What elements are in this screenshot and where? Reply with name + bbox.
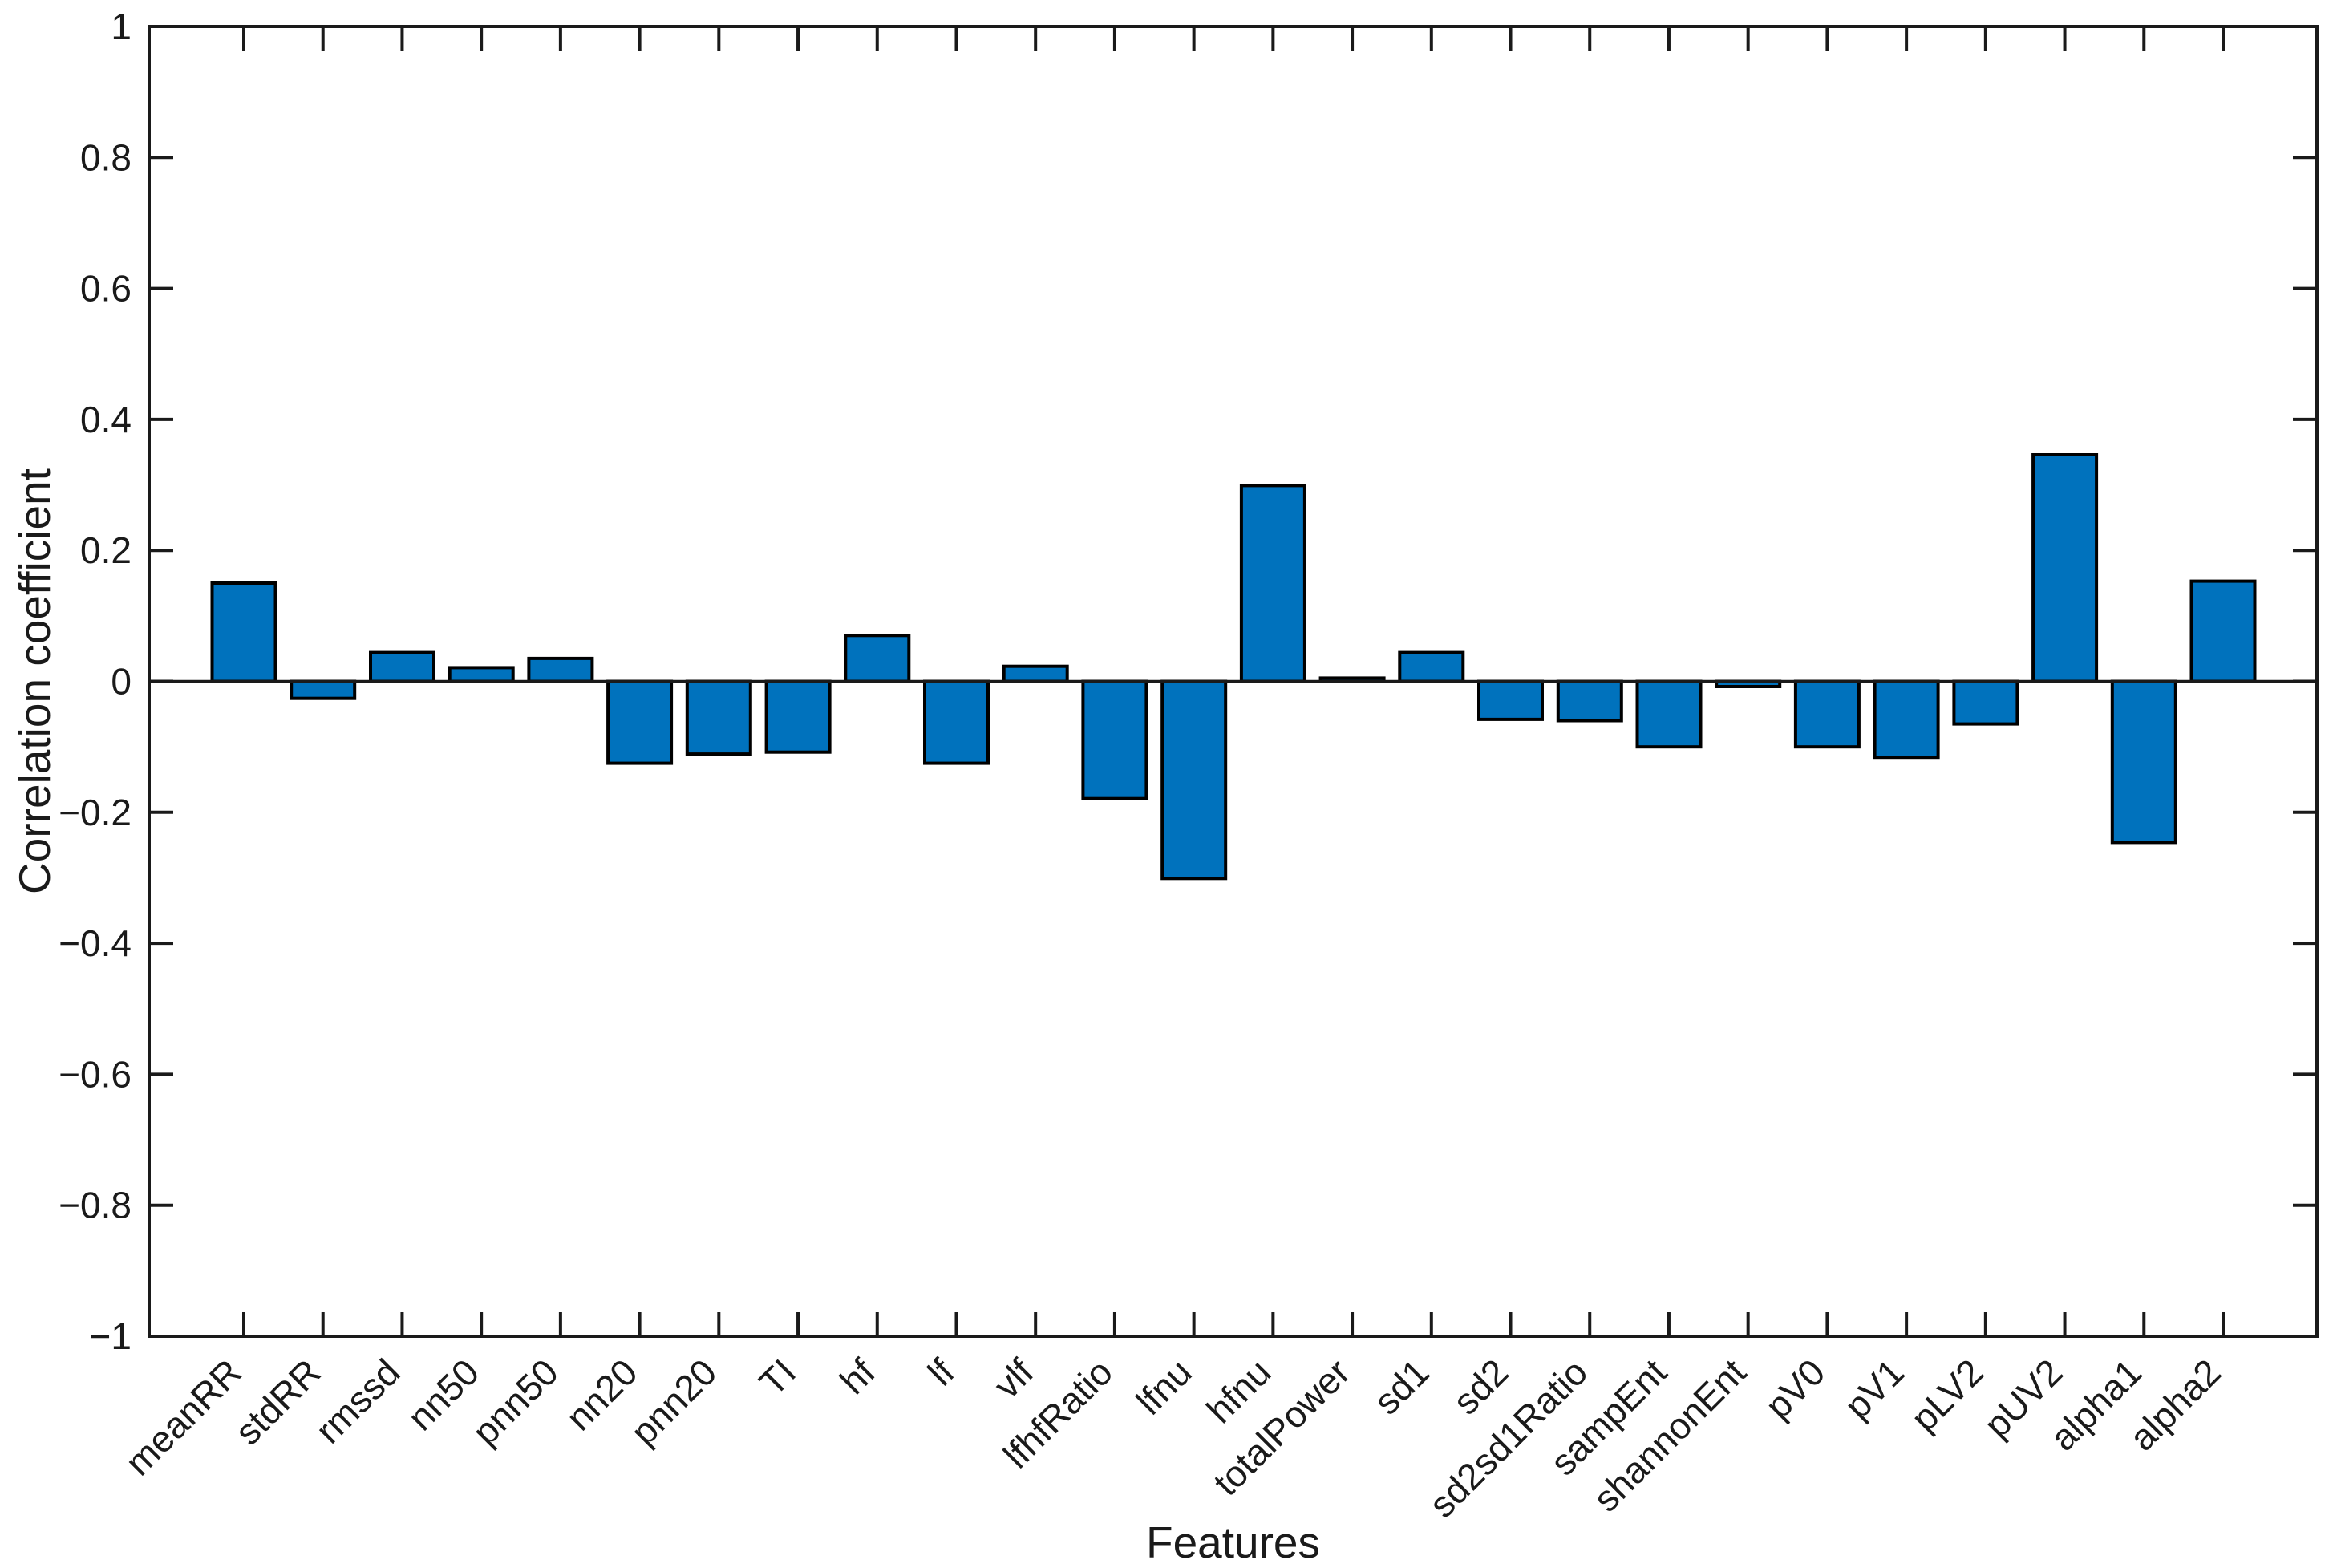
- x-tick-label-pV0: pV0: [1757, 1351, 1833, 1427]
- bar-sd2sd1Ratio: [1556, 679, 1623, 723]
- y-tick-label-0: 0: [111, 661, 132, 703]
- bar-pUV2: [2031, 453, 2099, 683]
- bar-nn20: [606, 679, 674, 765]
- bar-pnn50: [527, 656, 594, 683]
- y-tick-label-−1: −1: [90, 1315, 132, 1357]
- bar-lfhfRatio: [1081, 679, 1148, 800]
- bar-sd2: [1477, 679, 1544, 721]
- bar-TI: [764, 679, 832, 754]
- x-tick-label-vlf: vlf: [986, 1351, 1041, 1406]
- x-tick-label-hf: hf: [832, 1351, 883, 1402]
- y-tick-label-−0.6: −0.6: [59, 1053, 132, 1095]
- bar-nn50: [448, 666, 515, 683]
- y-tick-label-0.2: 0.2: [80, 529, 132, 571]
- x-tick-label-pnn20: pnn20: [622, 1351, 724, 1453]
- x-tick-label-alpha2: alpha2: [2121, 1351, 2229, 1458]
- y-tick-label-−0.2: −0.2: [59, 792, 132, 833]
- x-tick-label-stdRR: stdRR: [227, 1351, 329, 1453]
- x-tick-label-pnn50: pnn50: [464, 1351, 566, 1453]
- x-tick-label-pLV2: pLV2: [1903, 1351, 1991, 1439]
- bar-sampEnt: [1635, 679, 1703, 749]
- bar-hfnu: [1239, 484, 1306, 683]
- bar-alpha2: [2189, 579, 2257, 683]
- bar-pnn20: [685, 679, 752, 756]
- y-tick-label-0.4: 0.4: [80, 399, 132, 440]
- bar-pV1: [1873, 679, 1940, 760]
- x-tick-label-lfnu: lfnu: [1128, 1351, 1199, 1422]
- bar-rmssd: [369, 650, 435, 683]
- bar-vlf: [1002, 664, 1069, 683]
- x-tick-label-lf: lf: [920, 1351, 962, 1393]
- bar-lfnu: [1160, 679, 1228, 881]
- x-tick-label-TI: TI: [751, 1351, 804, 1404]
- bar-sd1: [1398, 650, 1465, 683]
- bar-stdRR: [290, 679, 357, 700]
- y-axis-title: Correlation coefficient: [10, 468, 59, 894]
- x-tick-label-rmssd: rmssd: [307, 1351, 407, 1451]
- x-tick-label-pV1: pV1: [1837, 1351, 1913, 1427]
- bar-alpha1: [2110, 679, 2177, 845]
- bar-hf: [844, 634, 911, 683]
- bars-layer: [210, 453, 2257, 881]
- x-tick-label-sd1: sd1: [1366, 1351, 1437, 1422]
- y-tick-label-0.8: 0.8: [80, 136, 132, 178]
- bar-pLV2: [1952, 679, 2019, 726]
- bar-lf: [923, 679, 990, 765]
- y-tick-label-−0.8: −0.8: [59, 1185, 132, 1226]
- y-tick-label-0.6: 0.6: [80, 268, 132, 310]
- bar-meanRR: [210, 581, 277, 683]
- y-tick-label-−0.4: −0.4: [59, 922, 132, 964]
- x-tick-label-meanRR: meanRR: [117, 1351, 249, 1483]
- y-tick-label-1: 1: [111, 6, 132, 47]
- ticks-layer: [149, 25, 2317, 1338]
- x-axis-title: Features: [1146, 1517, 1320, 1567]
- bar-pV0: [1793, 679, 1861, 749]
